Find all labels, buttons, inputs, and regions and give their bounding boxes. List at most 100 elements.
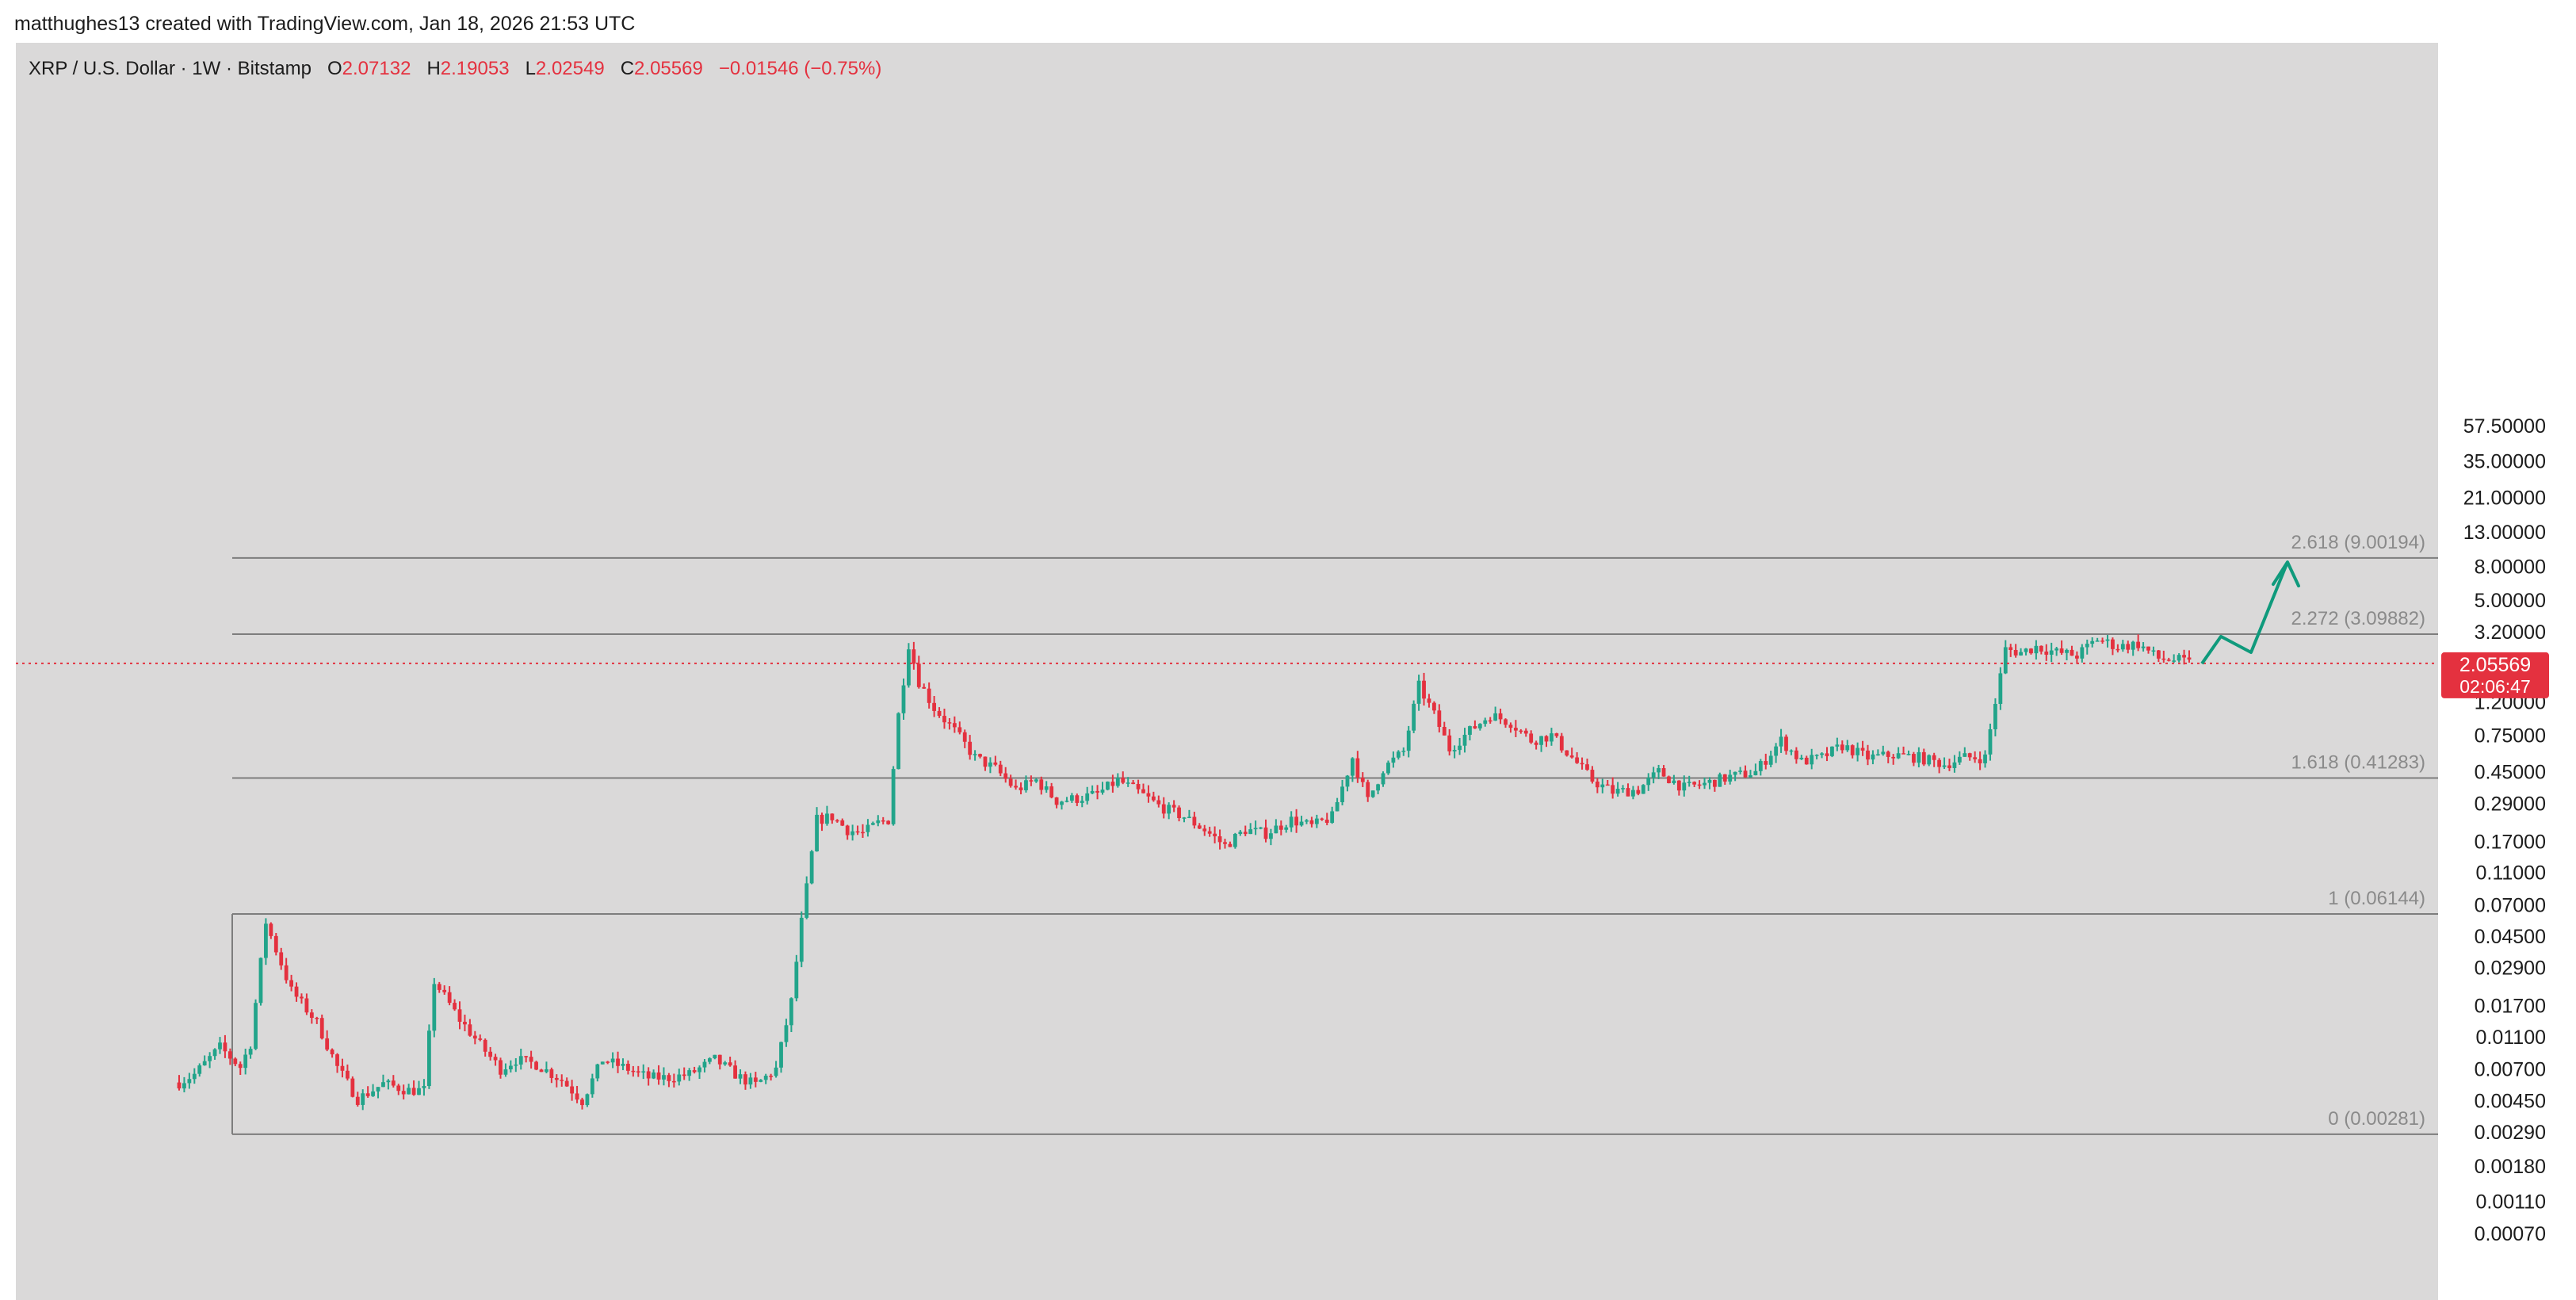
candle-body xyxy=(1069,795,1074,801)
candle-body xyxy=(2166,660,2171,661)
candle-body xyxy=(570,1086,575,1094)
candle-body xyxy=(2120,644,2125,650)
candle-body xyxy=(1289,816,1294,828)
candle-body xyxy=(1569,755,1574,758)
candle-body xyxy=(1825,753,1829,756)
candle-body xyxy=(1814,755,1819,756)
candle-body xyxy=(621,1064,625,1066)
candle-body xyxy=(1758,761,1763,771)
candle-body xyxy=(728,1062,732,1066)
candle-body xyxy=(2054,648,2059,651)
y-tick-label: 0.00110 xyxy=(2475,1191,2546,1213)
high-value: 2.19053 xyxy=(440,58,510,79)
candle-body xyxy=(896,713,900,770)
candle-body xyxy=(518,1056,523,1065)
candle-body xyxy=(1167,805,1171,814)
candle-body xyxy=(1182,817,1187,819)
candle-body xyxy=(386,1080,391,1083)
candle-body xyxy=(1263,827,1268,839)
y-tick-label: 0.04500 xyxy=(2475,926,2546,948)
candle-body xyxy=(2182,655,2186,658)
candle-body xyxy=(1381,773,1385,785)
candle-body xyxy=(805,883,809,918)
candle-body xyxy=(514,1064,518,1066)
candle-body xyxy=(1294,816,1299,826)
candle-body xyxy=(1988,729,1993,755)
y-tick-label: 0.29000 xyxy=(2475,793,2546,815)
candle-body xyxy=(1840,744,1844,751)
candle-body xyxy=(1504,719,1508,725)
y-tick-label: 0.00700 xyxy=(2475,1059,2546,1081)
candle-body xyxy=(682,1074,686,1076)
candle-body xyxy=(1998,673,2003,705)
candle-body xyxy=(907,649,911,686)
candle-body xyxy=(340,1065,345,1071)
candle-body xyxy=(1207,831,1212,834)
candle-body xyxy=(1452,750,1457,751)
candle-body xyxy=(1774,746,1779,756)
candle-body xyxy=(1687,782,1691,783)
candle-body xyxy=(1901,753,1905,755)
candle-body xyxy=(636,1071,640,1072)
candle-body xyxy=(1942,765,1947,767)
candle-body xyxy=(442,989,447,992)
candle-body xyxy=(361,1093,365,1105)
candle-body xyxy=(1565,750,1569,756)
candle-body xyxy=(1473,726,1477,728)
candles xyxy=(177,634,2192,1111)
candle-body xyxy=(350,1078,355,1097)
candle-body xyxy=(932,702,937,711)
fib-level-label: 0 (0.00281) xyxy=(2328,1108,2425,1130)
candle-body xyxy=(850,831,855,835)
candle-body xyxy=(723,1062,728,1065)
candle-body xyxy=(355,1096,360,1105)
fibonacci-extension: 2.618 (9.00194) 2.272 (3.09882) 1.618 (0.4… xyxy=(231,532,2438,1135)
candle-body xyxy=(346,1070,350,1079)
candle-body xyxy=(580,1099,584,1106)
y-tick-label: 3.20000 xyxy=(2475,621,2546,644)
candle-body xyxy=(708,1058,712,1062)
candle-body xyxy=(1034,779,1038,782)
candle-body xyxy=(600,1061,605,1065)
fib-level-label: 1 (0.06144) xyxy=(2328,888,2425,909)
candle-body xyxy=(1360,778,1365,782)
candle-body xyxy=(554,1077,559,1080)
candle-body xyxy=(2111,639,2115,649)
candle-body xyxy=(1973,757,1978,759)
candle-body xyxy=(753,1077,758,1082)
candle-body xyxy=(1967,753,1972,758)
candle-body xyxy=(692,1070,697,1072)
candle-body xyxy=(1299,821,1304,826)
candle-body xyxy=(524,1056,529,1057)
candle-body xyxy=(468,1024,472,1036)
y-tick-label: 0.07000 xyxy=(2475,894,2546,916)
y-tick-label: 57.50000 xyxy=(2463,415,2546,438)
candle-body xyxy=(1340,786,1344,802)
candle-body xyxy=(309,1012,314,1019)
candle-body xyxy=(1330,811,1335,824)
price-badge-box xyxy=(2441,652,2549,698)
candle-body xyxy=(545,1069,548,1072)
candle-body xyxy=(2008,647,2013,651)
candle-body xyxy=(1580,763,1584,765)
candle-body xyxy=(2065,649,2069,653)
symbol-legend: XRP / U.S. Dollar · 1W · Bitstamp O2.071… xyxy=(29,55,881,82)
candle-body xyxy=(845,825,850,835)
candle-body xyxy=(942,716,946,723)
candle-body xyxy=(549,1069,554,1078)
candle-body xyxy=(534,1061,538,1070)
candle-body xyxy=(2187,657,2192,660)
candle-body xyxy=(1559,736,1564,751)
candle-body xyxy=(1835,744,1840,747)
candle-body xyxy=(1519,730,1523,732)
candle-body xyxy=(264,923,268,958)
candle-body xyxy=(595,1064,600,1079)
candle-body xyxy=(1957,756,1962,763)
candle-body xyxy=(1136,784,1141,790)
candle-body xyxy=(1697,784,1702,786)
candle-body xyxy=(1060,801,1064,805)
candle-body xyxy=(1672,780,1676,783)
candle-body xyxy=(325,1038,330,1050)
candle-body xyxy=(453,1003,457,1010)
